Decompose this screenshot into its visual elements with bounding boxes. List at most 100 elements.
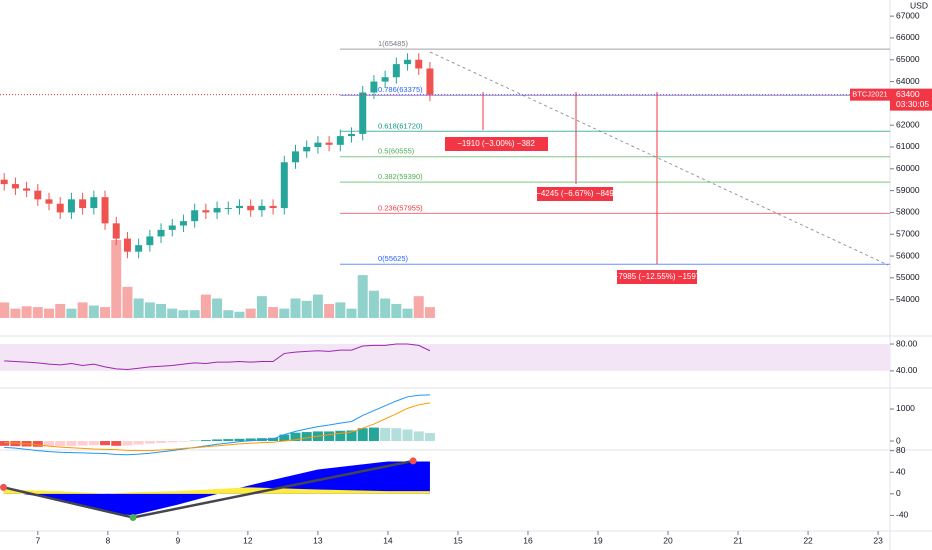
macd-line [4,394,430,456]
candle-body [269,205,277,209]
volume-bar [100,307,111,318]
fib-label: 0.382(59390) [378,172,423,181]
volume-bar [290,298,301,318]
y-tick-label: 59000 [896,185,920,195]
volume-bar [245,308,256,318]
volume-bar [10,308,21,318]
y-tick-label: 40 [896,467,906,477]
histogram-bar [156,441,167,443]
candle-body [23,188,31,191]
volume-bar [413,296,424,318]
volume-bar [55,303,66,318]
histogram-bar [178,441,189,442]
y-tick-label: 57000 [896,228,920,238]
measure-label: −1910 (−3.00%) −382 [457,139,535,148]
y-tick-label: 80.00 [896,338,918,348]
oscillator-point [409,457,417,465]
candle-body [348,133,356,137]
fib-label: 0.786(63375) [378,85,423,94]
volume-bar [32,307,43,318]
histogram-bar [88,441,99,446]
x-tick-label: 9 [175,535,180,545]
y-tick-label: 60000 [896,163,920,173]
x-tick-label: 8 [105,535,110,545]
x-tick-label: 16 [523,535,533,545]
volume-bar [312,294,323,318]
candle-body [56,203,64,213]
volume-bar [212,298,223,318]
y-tick-label: 40.00 [896,365,918,375]
histogram-bar [55,441,66,447]
volume-bar [167,308,178,318]
candle-body [426,68,434,95]
candle-body [381,77,389,82]
histogram-bar [44,441,55,447]
candle-body [191,210,199,222]
candle-body [325,142,333,145]
histogram-bar [167,441,178,443]
volume-bar [223,310,234,318]
histogram-bar [144,441,155,444]
candle-body [258,205,266,211]
symbol-tag [850,88,890,101]
x-tick-label: 20 [663,535,673,545]
volume-bar [335,302,346,318]
x-tick-label: 7 [35,535,40,545]
fib-label: 1(65485) [378,39,409,48]
candle-body [34,190,42,200]
symbol-label: BTCJ2021 [852,90,887,99]
histogram-bar [424,433,435,442]
volume-bar [178,310,189,318]
rsi-band [0,344,890,371]
measure-box [537,187,613,201]
x-tick-label: 14 [383,535,393,545]
volume-bar [44,308,55,318]
candle-body [314,142,322,147]
y-tick-label: 67000 [896,10,920,20]
fib-label: 0.5(60555) [378,147,415,156]
y-tick-label: 55000 [896,272,920,282]
candle-body [247,205,255,211]
candle-body [303,146,311,152]
histogram-bar [32,441,43,447]
measure-box [445,137,548,151]
histogram-bar [111,441,122,446]
candle-body [291,151,299,163]
candle-body [415,59,423,69]
histogram-bar [77,441,88,446]
histogram-bar [133,441,144,445]
candle-body [280,162,288,209]
x-tick-label: 22 [803,535,813,545]
y-tick-label: 0 [896,488,901,498]
histogram-bar [357,428,368,442]
volume-bar [268,307,279,318]
candle-body [123,238,131,252]
fib-label: 0.236(57955) [378,203,423,212]
histogram-bar [413,431,424,442]
volume-bar [133,298,144,318]
volume-bar [189,310,200,318]
candle-body [101,197,109,224]
histogram-bar [66,441,77,446]
volume-bar [402,308,413,318]
volume-bar [77,302,88,318]
x-tick-label: 21 [733,535,743,545]
fib-label: 0.618(61720) [378,121,423,130]
oscillator-area [3,487,430,494]
y-tick-label: 1000 [896,403,915,413]
y-tick-label: 56000 [896,250,920,260]
candle-body [359,92,367,134]
candle-body [146,236,154,246]
histogram-bar [223,439,234,442]
oscillator-point [0,483,8,491]
histogram-bar [279,434,290,442]
volume-bar [301,300,312,318]
candle-body [404,59,412,65]
candle-body [90,197,98,209]
last-price-label: 63400 [896,89,920,99]
candle-body [45,199,53,204]
candle-body [336,136,344,145]
histogram-bar [0,441,10,446]
